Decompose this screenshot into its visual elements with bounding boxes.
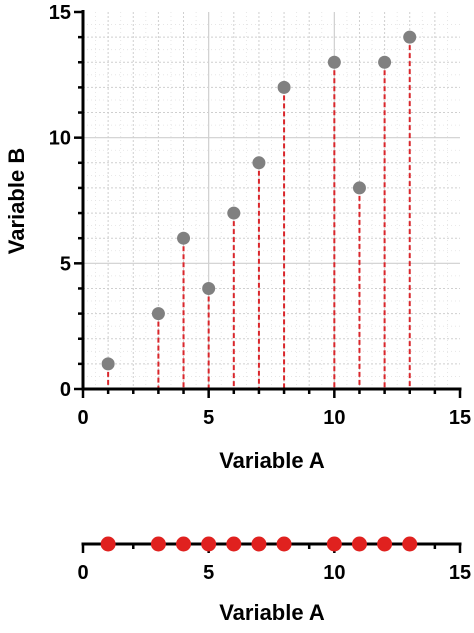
bottom-tick-labels: 0 5 10 15 <box>77 562 471 584</box>
data-point <box>351 536 367 552</box>
data-point <box>377 536 393 552</box>
data-point <box>202 281 216 295</box>
y-tick-label: 5 <box>60 253 71 275</box>
y-tick-label: 15 <box>49 2 71 24</box>
data-point <box>101 357 115 371</box>
top-y-axis-title: Variable B <box>4 148 29 254</box>
bottom-x-axis-title: Variable A <box>219 600 325 625</box>
x-tick-label: 5 <box>203 407 214 429</box>
top-scatter-chart: 0 5 10 15 0 5 10 15 Variable A Variable B <box>4 2 471 473</box>
top-points <box>101 30 417 371</box>
data-point <box>252 156 266 170</box>
x-tick-label: 10 <box>323 562 345 584</box>
x-tick-label: 15 <box>449 407 471 429</box>
top-tick-labels: 0 5 10 15 0 5 10 15 <box>49 2 471 429</box>
x-tick-label: 10 <box>323 407 345 429</box>
data-point <box>378 55 392 69</box>
data-point <box>276 536 292 552</box>
top-x-axis-title: Variable A <box>219 448 325 473</box>
data-point <box>251 536 267 552</box>
y-tick-label: 0 <box>60 379 71 401</box>
data-point <box>326 536 342 552</box>
top-drop-lines <box>107 37 411 389</box>
y-tick-label: 10 <box>49 128 71 150</box>
data-point <box>150 536 166 552</box>
data-point <box>403 30 417 44</box>
x-tick-label: 0 <box>77 407 88 429</box>
x-tick-label: 5 <box>203 562 214 584</box>
data-point <box>201 536 217 552</box>
data-point <box>177 231 191 245</box>
bottom-strip-chart: 0 5 10 15 Variable A <box>77 536 471 625</box>
data-point <box>402 536 418 552</box>
data-point <box>352 181 366 195</box>
data-point <box>277 80 291 94</box>
x-tick-label: 15 <box>449 562 471 584</box>
data-point <box>151 307 165 321</box>
top-grid <box>83 12 460 389</box>
data-point <box>327 55 341 69</box>
data-point <box>226 536 242 552</box>
top-axes <box>74 10 462 398</box>
data-point <box>100 536 116 552</box>
data-point <box>227 206 241 220</box>
x-tick-label: 0 <box>77 562 88 584</box>
bottom-points <box>100 536 418 552</box>
data-point <box>176 536 192 552</box>
